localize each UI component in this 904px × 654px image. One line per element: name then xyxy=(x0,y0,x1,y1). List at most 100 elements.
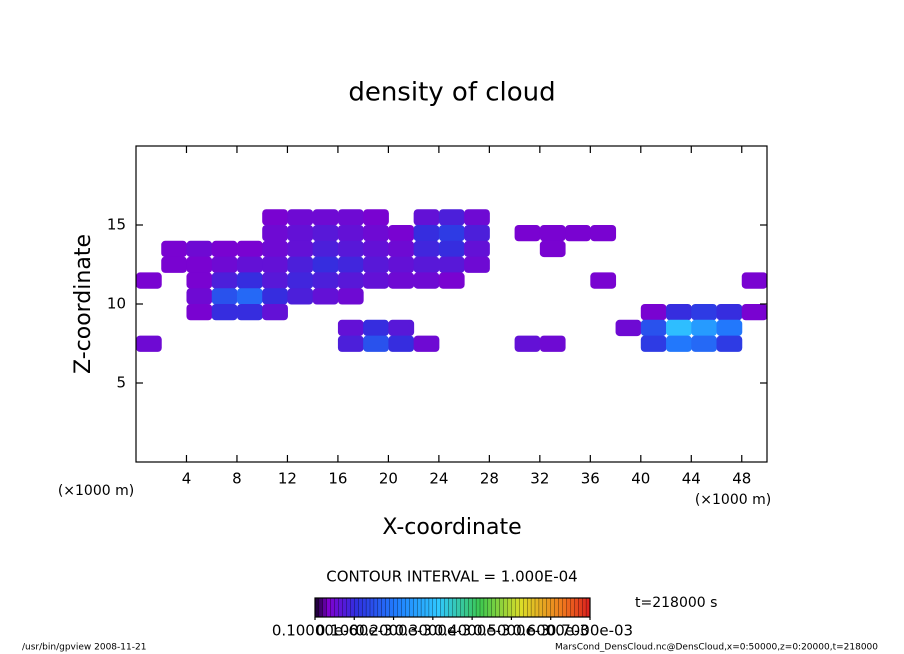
x-axis-label: X-coordinate xyxy=(382,515,521,540)
cell xyxy=(337,225,364,242)
cell xyxy=(287,209,314,226)
colorbar-swatch xyxy=(334,597,340,618)
cell xyxy=(413,335,440,352)
field xyxy=(136,209,768,352)
cell xyxy=(413,272,440,289)
cell xyxy=(363,256,389,273)
colorbar-swatch xyxy=(468,597,473,618)
colorbar-frame xyxy=(314,597,591,618)
x-tick-label: 48 xyxy=(732,470,751,488)
cell xyxy=(337,240,364,258)
chart-title: density of cloud xyxy=(348,78,555,108)
cell xyxy=(211,240,238,258)
colorbar-swatch xyxy=(389,597,395,618)
contour-interval: CONTOUR INTERVAL = 1.000E-04 xyxy=(326,568,577,586)
time-label: t=218000 s xyxy=(635,595,717,611)
cell xyxy=(312,288,339,305)
colorbar-tick-label: 0.1000e-3 xyxy=(316,622,393,640)
colorbar-swatch xyxy=(432,597,438,618)
cell xyxy=(363,209,389,226)
cell xyxy=(186,240,213,258)
cell xyxy=(262,272,288,289)
cell xyxy=(287,288,314,305)
footer-left: /usr/bin/gpview 2008-11-21 xyxy=(22,643,146,653)
cell xyxy=(413,225,440,242)
cell xyxy=(236,304,263,321)
x-tick-label: 28 xyxy=(480,470,499,488)
cell xyxy=(716,304,743,321)
colorbar-swatch xyxy=(464,597,469,618)
cell xyxy=(388,240,415,258)
cell xyxy=(464,256,490,273)
colorbar-swatch xyxy=(413,597,418,618)
colorbar-swatch xyxy=(409,597,414,618)
colorbar-swatch xyxy=(342,597,347,618)
colorbar-tick-label: 0.10000e-6 xyxy=(272,622,358,640)
colorbar-swatch xyxy=(578,597,583,618)
colorbar-swatch xyxy=(487,597,493,618)
cell xyxy=(565,225,591,242)
cell xyxy=(312,225,339,242)
y-tick-label: 5 xyxy=(116,374,126,392)
x-tick-label: 32 xyxy=(530,470,549,488)
cell xyxy=(741,304,768,321)
x-tick-label: 8 xyxy=(232,470,242,488)
cell xyxy=(438,240,465,258)
x-unit-left: (×1000 m) xyxy=(58,483,134,499)
cell xyxy=(388,319,415,337)
colorbar-swatch xyxy=(542,597,548,618)
cell xyxy=(438,272,465,289)
colorbar-swatch xyxy=(507,597,512,618)
colorbar-swatch xyxy=(322,597,328,618)
colorbar-swatch xyxy=(538,597,544,618)
cell xyxy=(691,335,718,352)
colorbar-tick-label: 0.2000e-3 xyxy=(355,622,432,640)
cell xyxy=(186,288,213,305)
cell xyxy=(464,209,490,226)
cell xyxy=(438,225,465,242)
cell xyxy=(211,304,238,321)
colorbar-swatch xyxy=(452,597,457,618)
cell xyxy=(691,304,718,321)
colorbar-swatch xyxy=(570,597,575,618)
cell xyxy=(262,240,288,258)
colorbar-swatch xyxy=(574,597,579,618)
y-tick-label: 10 xyxy=(107,295,126,313)
colorbar-swatch xyxy=(416,597,422,618)
cell xyxy=(337,272,364,289)
colorbar-swatch xyxy=(424,597,430,618)
colorbar-swatch xyxy=(456,597,461,618)
cell xyxy=(337,209,364,226)
cell xyxy=(741,272,768,289)
cell xyxy=(666,335,692,352)
colorbar-swatch xyxy=(361,597,367,618)
colorbar-swatch xyxy=(354,597,359,618)
cell xyxy=(716,335,743,352)
cell xyxy=(262,304,288,321)
cell xyxy=(590,225,617,242)
colorbar-swatch xyxy=(558,597,563,618)
colorbar-swatch xyxy=(365,597,371,618)
x-tick-label: 12 xyxy=(278,470,297,488)
cell xyxy=(161,256,187,273)
cell xyxy=(186,256,213,273)
colorbar-swatch xyxy=(550,597,556,618)
colorbar: 0.10000e-60.1000e-30.2000e-30.3000e-30.4… xyxy=(272,597,633,640)
colorbar-swatch xyxy=(475,597,481,618)
colorbar-tick-label: 0.5000e-3 xyxy=(473,622,550,640)
cell xyxy=(287,225,314,242)
cell xyxy=(691,319,718,337)
x-tick-label: 4 xyxy=(182,470,192,488)
colorbar-swatch xyxy=(346,597,351,618)
colorbar-swatch xyxy=(503,597,508,618)
cell xyxy=(388,256,415,273)
colorbar-swatch xyxy=(369,597,375,618)
colorbar-swatch xyxy=(385,597,391,618)
cell xyxy=(236,272,263,289)
colorbar-swatch xyxy=(566,597,571,618)
cell xyxy=(413,256,440,273)
cell xyxy=(136,272,162,289)
colorbar-swatch xyxy=(420,597,426,618)
colorbar-swatch xyxy=(436,597,442,618)
